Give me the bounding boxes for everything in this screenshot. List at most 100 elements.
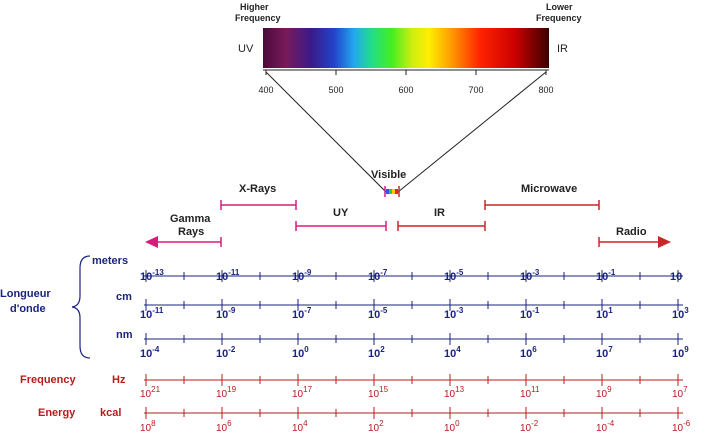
tick-exponent: 9	[607, 385, 612, 394]
scale-tick-label-nm: 104	[444, 345, 461, 360]
scale-tick-label-frequency: 1017	[292, 385, 313, 400]
scale-tick-label-meters: 10-11	[216, 268, 240, 283]
tick-exponent: 11	[531, 385, 540, 394]
scale-tick-label-energy: 10-2	[520, 419, 539, 434]
tick-exponent: -9	[228, 306, 236, 315]
visible-band-yellow	[392, 189, 395, 194]
tick-mantissa: 10	[292, 309, 304, 321]
scale-tick-label-nm: 100	[292, 345, 309, 360]
spectrum-tick-label: 500	[328, 85, 343, 95]
lower-frequency-label-1: Lower	[546, 2, 573, 12]
spectrum-tick-label: 600	[398, 85, 413, 95]
scale-tick-label-cm: 10-9	[216, 306, 236, 321]
tick-exponent: -9	[304, 268, 312, 277]
tick-mantissa: 10	[140, 423, 152, 434]
scale-tick-label-meters: 10	[670, 271, 682, 283]
tick-exponent: 19	[227, 385, 236, 394]
scale-label-nm: nm	[116, 329, 133, 341]
scale-tick-label-frequency: 107	[672, 385, 688, 400]
scale-tick-label-nm: 10-4	[140, 345, 160, 360]
tick-exponent: 4	[456, 345, 461, 354]
scale-label-frequency: Frequency	[20, 374, 77, 386]
tick-mantissa: 10	[444, 271, 456, 283]
scale-tick-label-cm: 10-1	[520, 306, 540, 321]
tick-exponent: 7	[683, 385, 688, 394]
tick-exponent: -4	[152, 345, 160, 354]
tick-mantissa: 10	[672, 348, 684, 360]
tick-exponent: 13	[455, 385, 464, 394]
visible-spectrum-gradient	[263, 28, 549, 68]
tick-exponent: -13	[152, 268, 164, 277]
tick-mantissa: 10	[444, 309, 456, 321]
scale-tick-label-frequency: 1011	[520, 385, 540, 400]
tick-mantissa: 10	[672, 389, 684, 400]
tick-exponent: 8	[151, 419, 156, 428]
scale-tick-label-meters: 10-3	[520, 268, 540, 283]
tick-mantissa: 10	[140, 389, 152, 400]
scale-tick-label-frequency: 1013	[444, 385, 465, 400]
scale-tick-label-cm: 101	[596, 306, 613, 321]
tick-exponent: 3	[684, 306, 689, 315]
tick-mantissa: 10	[596, 348, 608, 360]
scale-tick-label-cm: 10-7	[292, 306, 312, 321]
visible-band-blue	[386, 189, 389, 194]
tick-exponent: 21	[151, 385, 160, 394]
tick-mantissa: 10	[368, 348, 380, 360]
tick-exponent: 2	[379, 419, 384, 428]
tick-mantissa: 10	[216, 389, 228, 400]
tick-mantissa: 10	[520, 348, 532, 360]
tick-mantissa: 10	[596, 309, 608, 321]
spectrum-ticks: 400 500 600 700 800	[258, 70, 554, 95]
gamma-range-arrow	[145, 236, 222, 248]
tick-exponent: -11	[152, 306, 164, 315]
scale-tick-label-cm: 10-3	[444, 306, 464, 321]
wavelength-label-1: Longueur	[0, 288, 51, 300]
microwave-label: Microwave	[521, 183, 577, 195]
scale-tick-label-frequency: 109	[596, 385, 612, 400]
spectrum-tick-label: 700	[468, 85, 483, 95]
scale-tick-label-nm: 10-2	[216, 345, 236, 360]
gamma-label-2: Rays	[178, 226, 204, 238]
scale-label-energy: Energy	[38, 407, 76, 419]
tick-mantissa: 10	[520, 309, 532, 321]
higher-frequency-label-2: Frequency	[235, 13, 281, 23]
tick-mantissa: 10	[672, 309, 684, 321]
scale-tick-label-frequency: 1019	[216, 385, 237, 400]
scale-tick-label-nm: 109	[672, 345, 689, 360]
uv-side-label: UV	[238, 43, 254, 55]
tick-exponent: -5	[456, 268, 464, 277]
radio-label: Radio	[616, 226, 647, 238]
tick-exponent: -5	[380, 306, 388, 315]
zoom-line-left	[265, 71, 387, 193]
uv-band-label: UY	[333, 207, 349, 219]
tick-mantissa: 10	[368, 389, 380, 400]
tick-exponent: -1	[608, 268, 616, 277]
scale-tick-label-meters: 10-13	[140, 268, 164, 283]
tick-mantissa: 10	[520, 423, 532, 434]
scale-tick-label-nm: 107	[596, 345, 613, 360]
scale-tick-label-meters: 10-7	[368, 268, 388, 283]
tick-mantissa: 10	[520, 389, 532, 400]
scale-tick-label-energy: 104	[292, 419, 308, 434]
tick-mantissa: 10	[672, 423, 684, 434]
scale-unit-energy: kcal	[100, 407, 121, 419]
ir-side-label: IR	[557, 43, 568, 55]
tick-mantissa: 10	[216, 423, 228, 434]
tick-mantissa: 10	[140, 309, 152, 321]
tick-mantissa: 10	[292, 423, 304, 434]
tick-exponent: -2	[228, 345, 236, 354]
zoom-line-right	[397, 71, 547, 193]
visible-label: Visible	[371, 169, 406, 181]
tick-exponent: -1	[532, 306, 540, 315]
tick-exponent: -11	[228, 268, 240, 277]
tick-exponent: 7	[608, 345, 613, 354]
tick-exponent: 6	[227, 419, 232, 428]
gamma-label-1: Gamma	[170, 213, 211, 225]
tick-mantissa: 10	[596, 389, 608, 400]
scale-tick-label-nm: 102	[368, 345, 385, 360]
wavelength-brace	[71, 255, 91, 359]
